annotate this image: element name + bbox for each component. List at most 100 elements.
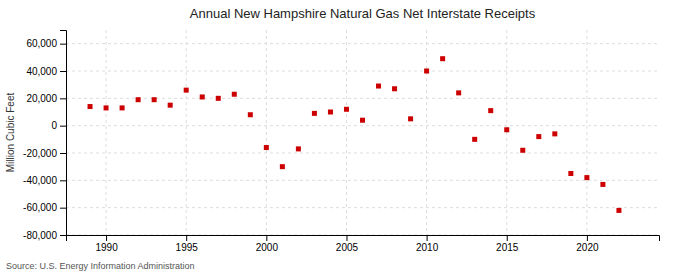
y-axis-tick-mark [60,71,66,72]
point [440,56,445,61]
x-axis-tick-mark [427,235,428,241]
y-axis-tick-label: -40,000 [23,175,57,186]
point [184,88,189,93]
x-axis-tick-label: 2020 [576,242,599,253]
grid-line-y [66,180,659,181]
x-axis-tick: 2005 [336,235,359,253]
point [408,116,413,121]
grid-line-x [186,30,187,235]
y-axis: -80,000 -60,000 -40,000 -20,000 0 20,000 40,00… [23,31,66,241]
y-axis-tick-label: 60,000 [26,38,57,49]
y-axis-tick-mark [60,44,66,45]
x-axis-tick-label: 1995 [176,242,199,253]
x-axis-tick-label: 2015 [496,242,519,253]
point [344,107,349,112]
point [200,94,205,99]
y-axis-tick-mark [60,235,66,236]
title: Annual New Hampshire Natural Gas Net Int… [190,6,536,21]
grid-line-y [66,43,659,44]
point [216,96,221,101]
point [360,118,365,123]
y-axis-tick-label: 0 [51,120,57,131]
x-axis-tick: 2020 [576,235,599,253]
point [456,90,461,95]
grid-line-y [66,125,659,126]
grid-line-y [66,71,659,72]
x-axis-tick: 1995 [176,235,199,253]
x-axis-tick: 2010 [416,235,439,253]
x-axis-tick-label: 1990 [95,242,118,253]
point [520,148,525,153]
point [136,97,141,102]
point [152,97,157,102]
grid-line-y [66,153,659,154]
point [568,171,573,176]
y-axis-tick: -40,000 [23,175,66,186]
x-axis-tick-mark [266,235,267,241]
x-axis-tick-mark [346,235,347,241]
y-axis-title: Million Cubic Feet [5,93,16,173]
x-axis-tick-label: 2005 [336,242,359,253]
y-axis-tick-mark [60,98,66,99]
point [328,110,333,115]
point [504,127,509,132]
points [88,56,622,213]
point [472,137,477,142]
grid-line-x [106,30,107,235]
y-axis-tick: 60,000 [26,38,66,49]
grid-line-x [586,30,587,235]
y-axis-tick-label: -60,000 [23,202,57,213]
y-axis-tick: 0 [51,120,66,131]
x-axis-tick-label: 2010 [416,242,439,253]
y-axis-tick-mark [60,208,66,209]
grid-line-x [426,30,427,235]
point [168,103,173,108]
y-axis-line [60,31,67,236]
point [376,84,381,89]
point [584,175,589,180]
point [248,112,253,117]
x-axis-tick: 1990 [95,235,118,253]
point [488,108,493,113]
source-note: Source: U.S. Energy Information Administ… [6,261,195,271]
y-axis-tick: -80,000 [23,230,66,241]
grid-line-x [346,30,347,235]
x-axis-tick-mark [507,235,508,241]
point [424,69,429,74]
x-axis-tick: 2000 [256,235,279,253]
y-axis-tick-mark [60,153,66,154]
point [264,145,269,150]
point [552,131,557,136]
grid-line-x [266,30,267,235]
y-axis-tick-label: -20,000 [23,148,57,159]
point [392,86,397,91]
point [312,111,317,116]
y-axis-tick: 40,000 [26,66,66,77]
y-axis-tick-mark [60,126,66,127]
plot-area: 1990 1995 2000 2005 2010 2015 2020 -80,000 -60,0… [23,30,659,253]
x-axis-tick-mark [186,235,187,241]
y-axis-tick-label: 20,000 [26,93,57,104]
point [120,105,125,110]
point [296,146,301,151]
point [600,182,605,187]
x-axis-tick: 2015 [496,235,519,253]
y-axis-tick: 20,000 [26,93,66,104]
grid-line-y [66,207,659,208]
x-axis: 1990 1995 2000 2005 2010 2015 2020 [67,235,660,253]
x-axis-tick-mark [106,235,107,241]
y-axis-tick: -20,000 [23,148,66,159]
grid [66,30,659,235]
point [536,134,541,139]
x-axis-tick-label: 2000 [256,242,279,253]
y-axis-tick: -60,000 [23,202,66,213]
point [88,104,93,109]
point [280,164,285,169]
point [616,208,621,213]
y-axis-tick-label: 40,000 [26,66,57,77]
y-axis-tick-label: -80,000 [23,230,57,241]
grid-line-x [506,30,507,235]
point [104,105,109,110]
y-axis-tick-mark [60,180,66,181]
x-axis-line [67,236,660,242]
